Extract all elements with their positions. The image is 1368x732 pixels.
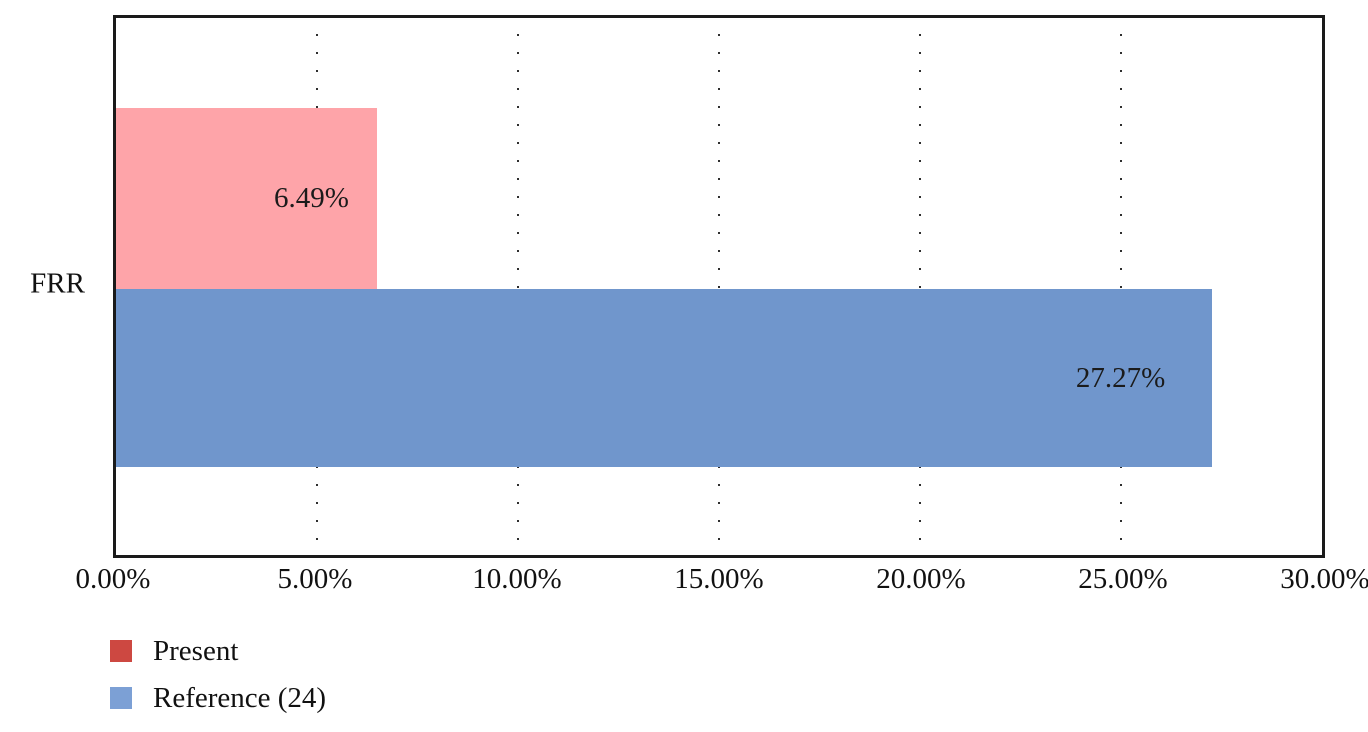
bar-reference-value-label: 27.27% (1075, 361, 1166, 394)
x-tick-label: 20.00% (876, 563, 966, 595)
gridline (718, 18, 720, 555)
legend-swatch-reference (110, 687, 132, 709)
x-tick-label: 10.00% (472, 563, 562, 595)
x-tick-label: 30.00% (1280, 563, 1368, 595)
bar-present: 6.49% (116, 108, 377, 289)
bar-reference: 27.27% (116, 289, 1213, 467)
legend-label-reference: Reference (24) (153, 681, 327, 714)
x-tick-label: 25.00% (1078, 563, 1168, 595)
legend-item-present: Present (110, 636, 326, 665)
plot-area: 6.49% 27.27% (113, 15, 1325, 558)
legend-label-present: Present (153, 634, 239, 667)
gridline (1120, 18, 1122, 555)
x-tick-label: 5.00% (277, 563, 353, 595)
gridline (517, 18, 519, 555)
legend-swatch-present (110, 640, 132, 662)
bar-present-value-label: 6.49% (273, 182, 349, 214)
y-axis-category-label: FRR (30, 267, 85, 300)
legend-item-reference: Reference (24) (110, 683, 326, 712)
legend: Present Reference (24) (110, 636, 326, 732)
gridline (919, 18, 921, 555)
x-tick-label: 15.00% (674, 563, 764, 595)
x-axis-ticks: 0.00% 5.00% 10.00% 15.00% 20.00% 25.00% 30.00% (76, 563, 1368, 605)
x-tick-label: 0.00% (75, 563, 151, 595)
